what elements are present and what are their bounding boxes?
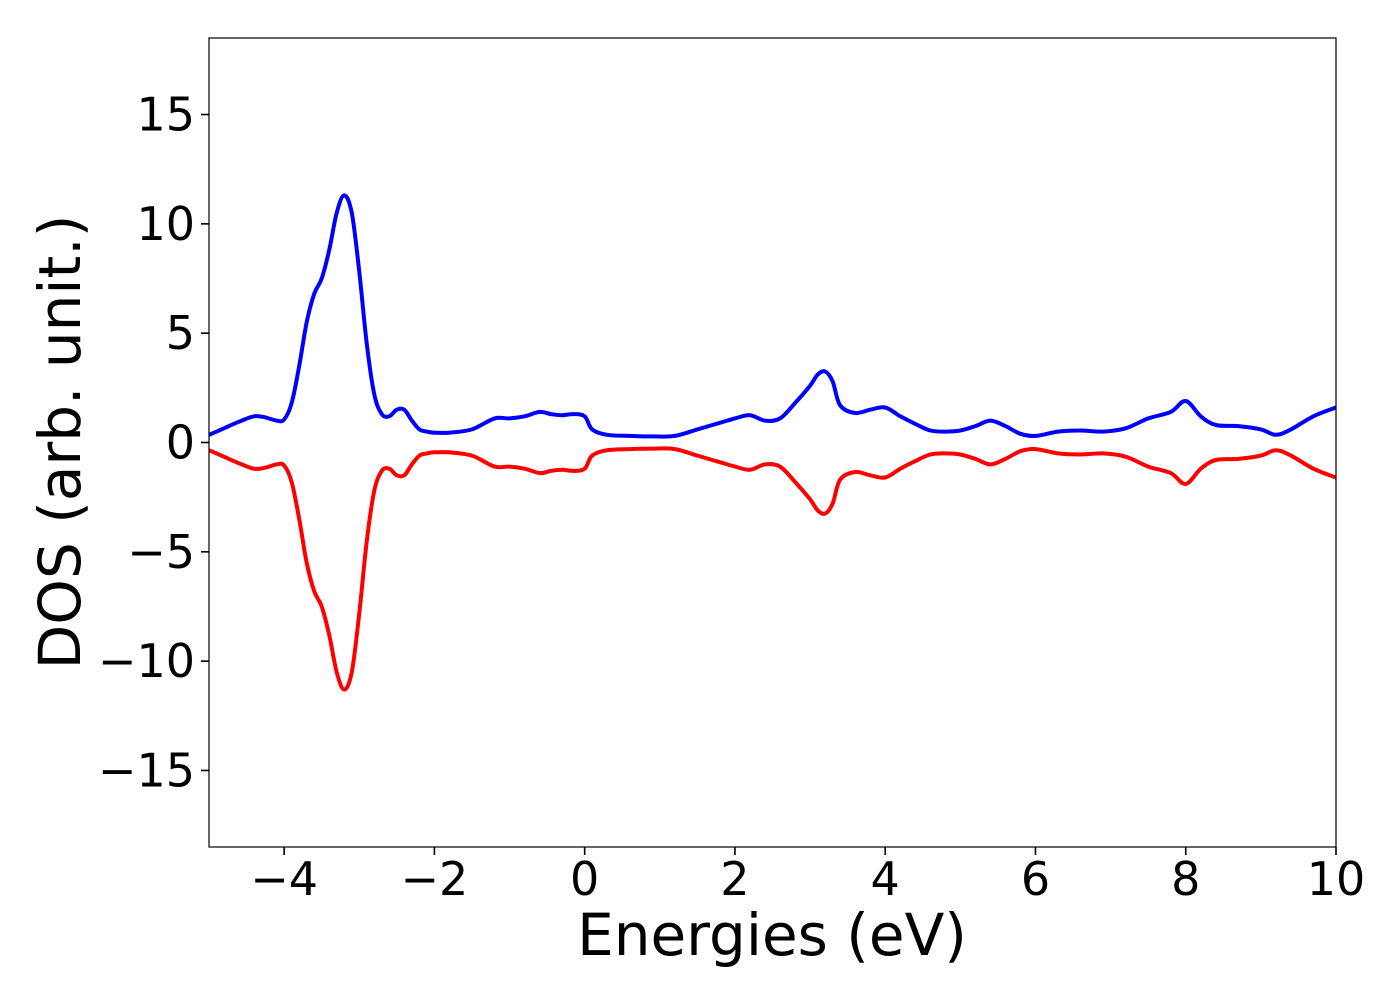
y-tick-label: −10 [98,634,195,688]
y-tick-label: −15 [98,743,195,797]
x-tick-label: 10 [1307,852,1366,906]
x-tick-label: −4 [250,852,318,906]
series-layer [209,193,1336,692]
y-tick-label: 10 [136,197,195,251]
y-axis: −15 −10 −5 0 5 10 15 [98,88,209,797]
y-axis-label: DOS (arb. unit.) [26,215,94,670]
x-tick-label: −2 [400,852,468,906]
x-tick-label: 0 [570,852,599,906]
x-axis: −4 −2 0 2 4 6 8 10 [250,847,1365,906]
x-axis-label: Energies (eV) [577,901,967,969]
series-line-negative [209,446,1336,692]
x-tick-label: 4 [871,852,900,906]
x-tick-label: 8 [1171,852,1200,906]
y-tick-label: −5 [127,525,195,579]
y-tick-label: 5 [166,306,195,360]
x-tick-label: 6 [1021,852,1050,906]
x-tick-label: 2 [720,852,749,906]
y-tick-label: 15 [136,88,195,142]
series-line-positive [209,193,1336,439]
y-tick-label: 0 [166,416,195,470]
